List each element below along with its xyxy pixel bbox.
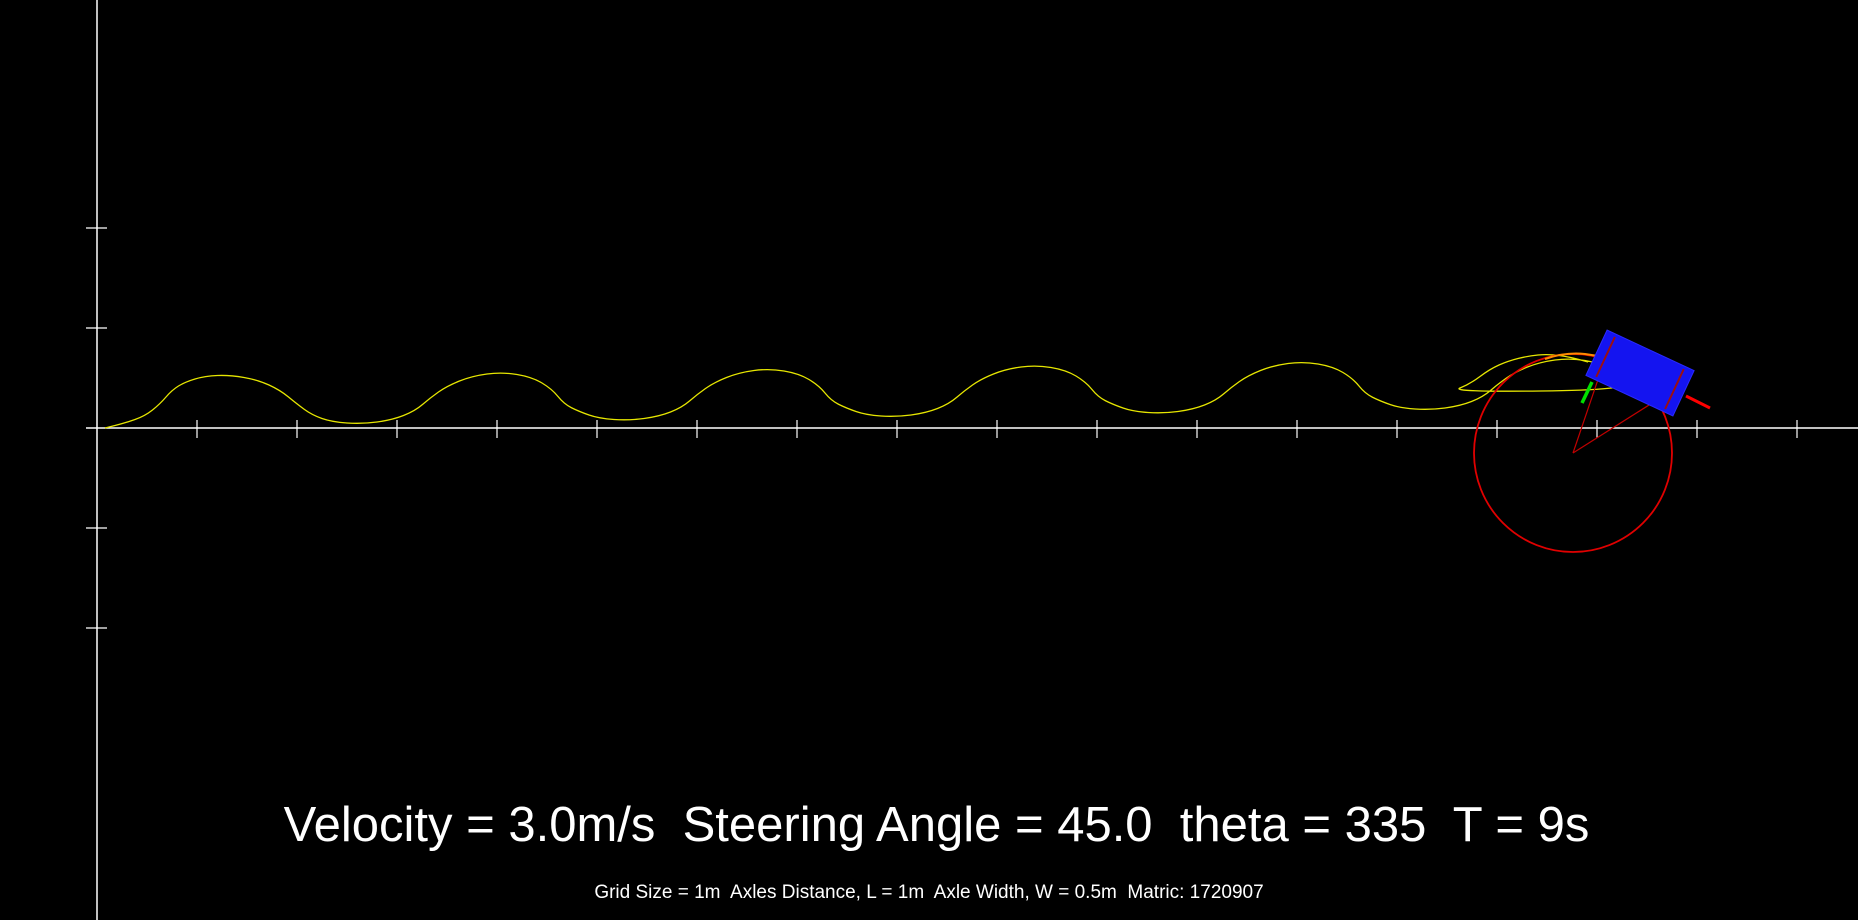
simulation-status-text: Velocity = 3.0m/s Steering Angle = 45.0 … <box>283 798 1590 852</box>
vehicle-trail-path <box>104 353 1627 429</box>
rear-axle <box>1595 336 1616 378</box>
coordinate-axes <box>86 0 1858 920</box>
vehicle <box>1580 329 1711 417</box>
front-axle <box>1664 368 1685 410</box>
vehicle-body <box>1585 329 1695 417</box>
simulation-parameters-text: Grid Size = 1m Axles Distance, L = 1m Ax… <box>594 882 1264 903</box>
y-axis-ticks <box>86 227 107 629</box>
heading-indicator <box>1580 381 1594 404</box>
x-axis-ticks <box>196 420 1798 438</box>
turning-arc-highlight <box>1544 352 1606 360</box>
front-wheel-indicator <box>1685 394 1711 410</box>
